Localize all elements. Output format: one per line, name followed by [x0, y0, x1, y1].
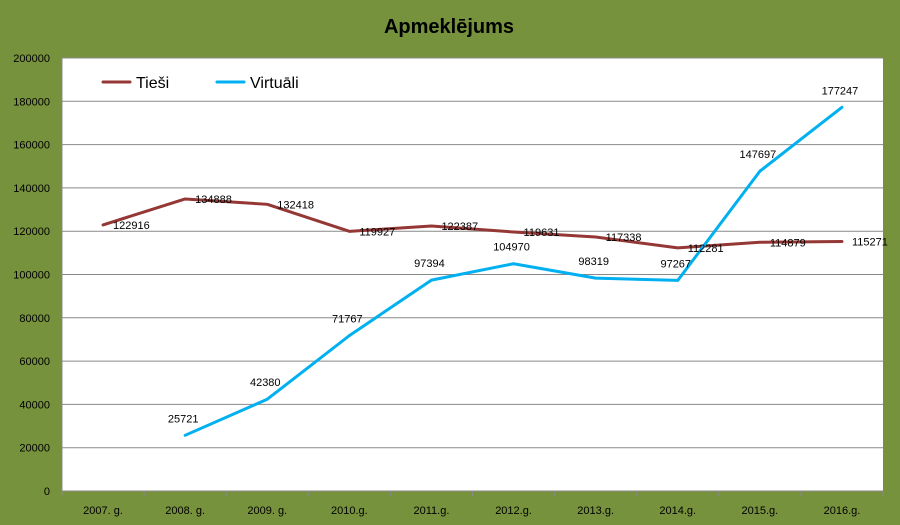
y-tick-label: 200000: [13, 53, 50, 65]
x-tick-label: 2011.g.: [414, 505, 450, 517]
data-label-tiesi: 122387: [441, 221, 478, 233]
data-label-virtuali: 104970: [493, 242, 530, 254]
data-label-tiesi: 117338: [606, 232, 642, 244]
data-label-tiesi: 132418: [277, 199, 314, 211]
data-label-tiesi: 114879: [770, 237, 806, 249]
data-label-tiesi: 119631: [524, 227, 560, 239]
data-label-virtuali: 177247: [822, 85, 859, 97]
data-label-virtuali: 147697: [739, 149, 776, 161]
series-lines: [101, 105, 844, 437]
y-tick-label: 100000: [13, 270, 50, 282]
data-label-tiesi: 134888: [195, 194, 232, 206]
legend-label: Tieši: [136, 75, 169, 92]
y-tick-label: 120000: [13, 226, 50, 238]
y-tick-label: 80000: [19, 313, 50, 325]
y-tick-label: 0: [44, 486, 50, 498]
data-label-tiesi: 115271: [852, 236, 888, 248]
x-tick-label: 2012.g.: [495, 505, 532, 517]
data-label-virtuali: 25721: [168, 413, 199, 425]
data-label-virtuali: 97267: [660, 258, 691, 270]
data-label-virtuali: 42380: [250, 377, 281, 389]
legend: Tieši Virtuāli: [101, 75, 299, 92]
x-tick-label: 2007. g.: [83, 505, 123, 517]
data-label-virtuali: 71767: [332, 314, 363, 326]
y-tick-label: 60000: [19, 356, 50, 368]
y-tick-label: 20000: [19, 443, 50, 455]
data-label-tiesi: 112281: [688, 243, 724, 255]
axes: 0 20000 40000 60000 80000 100000 120000 140000 1…: [13, 53, 884, 517]
data-labels: 122916 134888 132418 119927 122387 119631 1173…: [113, 85, 888, 425]
data-label-virtuali: 97394: [414, 258, 445, 270]
x-tick-label: 2013.g.: [577, 505, 614, 517]
data-label-tiesi: 119927: [359, 226, 395, 238]
data-label-virtuali: 98319: [578, 256, 609, 268]
x-tick-label: 2010.g.: [331, 505, 368, 517]
x-tick-label: 2015.g.: [741, 505, 778, 517]
x-tick-label: 2008. g.: [165, 505, 205, 517]
data-label-tiesi: 122916: [113, 220, 150, 232]
x-tick-label: 2009. g.: [247, 505, 287, 517]
y-tick-label: 40000: [19, 399, 50, 411]
legend-label: Virtuāli: [250, 75, 299, 92]
series-line-tiesi: [101, 197, 844, 250]
y-tick-label: 160000: [13, 140, 50, 152]
y-tick-label: 180000: [13, 96, 50, 108]
x-tick-label: 2014.g.: [659, 505, 696, 517]
y-tick-label: 140000: [13, 183, 50, 195]
chart-title: Apmeklējums: [384, 16, 514, 38]
x-tick-label: 2016.g.: [824, 505, 861, 517]
series-line-virtuali: [183, 105, 844, 437]
